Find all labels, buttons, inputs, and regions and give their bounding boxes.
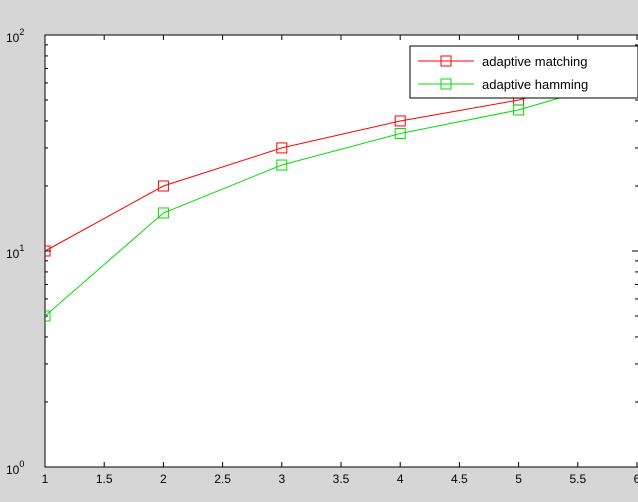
- x-tick-label: 1.5: [96, 472, 113, 486]
- legend-label-adaptive-matching: adaptive matching: [482, 54, 588, 69]
- y-tick-exponent: 0: [19, 459, 24, 469]
- legend-label-adaptive-hamming: adaptive hamming: [482, 77, 588, 92]
- x-tick-label: 1: [42, 472, 49, 486]
- data-point: [394, 127, 406, 139]
- x-tick-label: 2: [160, 472, 167, 486]
- y-tick-label: 102: [6, 27, 24, 45]
- data-point: [394, 115, 406, 127]
- x-tick-label: 4.5: [451, 472, 468, 486]
- x-tick-label: 4: [397, 472, 404, 486]
- y-tick-label: 100: [6, 459, 24, 477]
- y-tick-label: 101: [6, 243, 24, 261]
- y-tick-base: 10: [6, 463, 20, 477]
- y-tick-base: 10: [6, 247, 20, 261]
- data-point: [276, 159, 288, 171]
- x-tick-label: 3: [278, 472, 285, 486]
- legend: adaptive matching adaptive hamming: [409, 45, 638, 99]
- legend-marker-adaptive-matching: [440, 55, 452, 67]
- x-tick-label: 5: [515, 472, 522, 486]
- data-point: [45, 245, 51, 257]
- y-tick-exponent: 1: [19, 243, 24, 253]
- x-tick-label: 6: [634, 472, 638, 486]
- x-tick-label: 5.5: [569, 472, 586, 486]
- legend-box: [409, 45, 638, 99]
- data-point: [276, 142, 288, 154]
- data-point: [45, 310, 51, 322]
- data-point: [513, 104, 525, 116]
- series-line-1: [45, 74, 638, 317]
- x-tick-label: 2.5: [214, 472, 231, 486]
- x-axis: 1 1.5 2 2.5 3 3.5 4 4.5 5 5.5 6: [42, 35, 638, 486]
- data-point: [157, 180, 169, 192]
- data-point: [157, 207, 169, 219]
- plot-area: [44, 34, 638, 468]
- legend-marker-adaptive-hamming: [440, 78, 452, 90]
- y-tick-exponent: 2: [19, 27, 24, 37]
- x-tick-label: 3.5: [333, 472, 350, 486]
- y-tick-base: 10: [6, 31, 20, 45]
